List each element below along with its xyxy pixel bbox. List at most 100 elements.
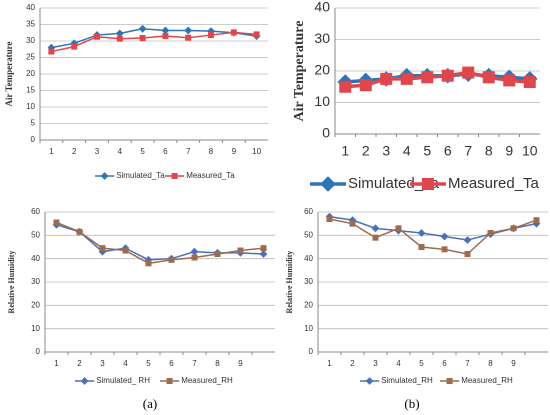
- series-line: [51, 28, 257, 49]
- marker: [161, 26, 170, 35]
- x-tick-label: 1: [341, 143, 349, 159]
- x-tick-label: 10: [252, 147, 261, 156]
- marker: [348, 216, 357, 225]
- marker: [230, 29, 237, 36]
- marker: [259, 250, 268, 258]
- y-tick-label: 20: [304, 300, 313, 309]
- y-tick-label: 0: [309, 347, 314, 356]
- x-tick-label: 9: [232, 147, 237, 156]
- x-tick-label: 7: [464, 143, 472, 159]
- plot: [325, 212, 541, 257]
- marker: [98, 247, 107, 256]
- x-tick-label: 8: [485, 143, 493, 159]
- marker: [100, 172, 109, 180]
- marker: [190, 247, 199, 256]
- x-tick-label: 10: [522, 143, 538, 159]
- marker: [237, 247, 244, 254]
- marker: [349, 220, 356, 227]
- x-tick-label: 2: [72, 147, 77, 156]
- marker: [80, 377, 89, 385]
- marker: [115, 29, 124, 38]
- y-tick-label: 30: [314, 30, 330, 46]
- x-tick-label: 6: [169, 359, 174, 368]
- y-axis-label: Air Temperature: [4, 42, 14, 107]
- legend-label: Measured_RH: [461, 376, 513, 385]
- marker: [523, 76, 536, 89]
- marker: [53, 219, 60, 226]
- y-tick-label: 30: [304, 277, 313, 286]
- x-tick-label: 2: [362, 143, 370, 159]
- marker: [171, 173, 178, 179]
- x-tick-label: 7: [192, 359, 197, 368]
- marker: [99, 245, 106, 252]
- marker: [482, 71, 495, 84]
- marker: [253, 31, 260, 38]
- x-tick-label: 4: [123, 359, 128, 368]
- panel-label: (a): [143, 396, 157, 411]
- x-tick-label: 1: [54, 359, 59, 368]
- y-tick-label: 5: [31, 119, 36, 128]
- marker: [191, 254, 198, 261]
- x-tick-label: 5: [140, 147, 145, 156]
- marker: [168, 256, 175, 263]
- marker: [138, 24, 147, 33]
- y-tick-label: 40: [314, 0, 330, 15]
- marker: [440, 232, 449, 241]
- y-tick-label: 0: [322, 125, 330, 141]
- x-tick-label: 9: [505, 143, 513, 159]
- legend-label: Measured_RH: [181, 376, 233, 385]
- series-line: [345, 70, 530, 89]
- marker: [184, 26, 193, 35]
- y-tick-label: 40: [26, 3, 35, 12]
- legend-label: Simulated_ RH: [96, 376, 150, 385]
- marker: [418, 244, 425, 250]
- y-tick-label: 40: [304, 254, 313, 263]
- y-tick-label: 30: [26, 36, 35, 45]
- legend-label: Simulated_Ta: [348, 175, 440, 192]
- legend-label: Simulated_RH: [381, 376, 433, 385]
- y-axis-label: Relative Humidity: [7, 251, 16, 314]
- marker: [464, 251, 471, 257]
- x-tick-label: 5: [419, 359, 424, 368]
- series-line: [329, 218, 537, 255]
- x-tick-label: 9: [511, 359, 516, 368]
- marker: [185, 34, 192, 41]
- x-tick-label: 2: [77, 359, 82, 368]
- x-tick-label: 7: [465, 359, 470, 368]
- x-tick-label: 5: [146, 359, 151, 368]
- marker: [395, 225, 402, 232]
- x-tick-label: 8: [215, 359, 220, 368]
- y-tick-label: 25: [26, 53, 35, 62]
- marker: [510, 225, 517, 232]
- x-tick-label: 4: [118, 147, 123, 156]
- y-tick-label: 60: [304, 207, 313, 216]
- x-tick-label: 8: [209, 147, 214, 156]
- y-tick-label: 50: [31, 230, 40, 239]
- legend-label: Simulated_Ta: [116, 171, 165, 180]
- marker: [533, 217, 540, 224]
- y-tick-label: 20: [26, 69, 35, 78]
- marker: [371, 224, 380, 233]
- x-tick-label: 6: [163, 147, 168, 156]
- marker: [487, 230, 494, 236]
- marker: [421, 71, 434, 84]
- x-tick-label: 3: [382, 143, 390, 159]
- x-tick-label: 1: [327, 359, 332, 368]
- marker: [446, 378, 453, 384]
- marker: [372, 234, 379, 241]
- marker: [71, 43, 78, 50]
- y-tick-label: 20: [314, 62, 330, 78]
- y-tick-label: 60: [31, 207, 40, 216]
- plot: [52, 219, 268, 267]
- marker: [48, 48, 55, 55]
- x-tick-label: 3: [100, 359, 105, 368]
- y-tick-label: 20: [31, 300, 40, 309]
- x-tick-label: 6: [442, 359, 447, 368]
- y-tick-label: 10: [314, 93, 330, 109]
- legend-label: Measured_Ta: [448, 175, 540, 192]
- y-tick-label: 10: [26, 102, 35, 111]
- x-tick-label: 5: [423, 143, 431, 159]
- x-tick-label: 2: [350, 359, 355, 368]
- y-axis-label: Relative Humidity: [285, 251, 294, 314]
